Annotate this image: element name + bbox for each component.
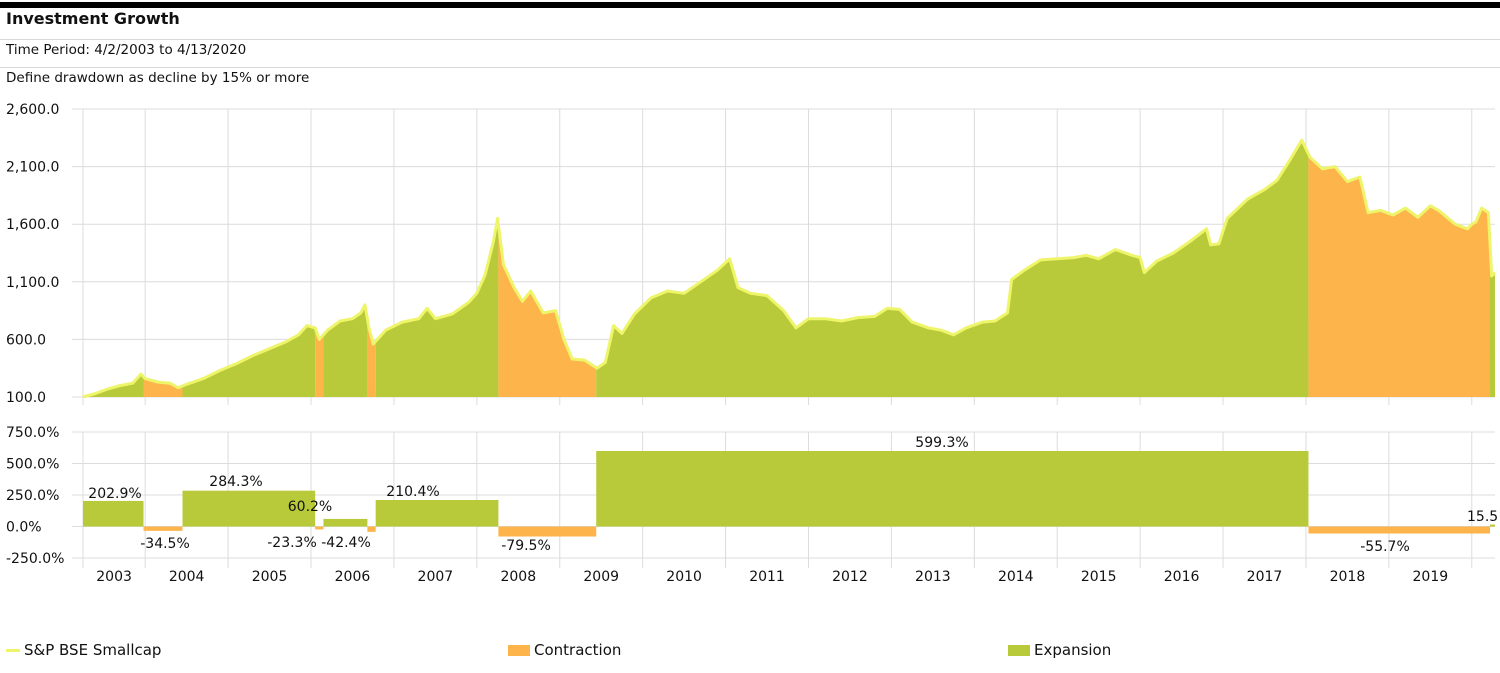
contraction-bar — [315, 526, 324, 530]
y-tick-label: 600.0 — [6, 332, 46, 348]
bar-value-label: 210.4% — [386, 484, 439, 500]
x-tick-label: 2019 — [1413, 569, 1449, 585]
top-rule — [0, 2, 1500, 8]
bar-value-label: -79.5% — [501, 538, 551, 554]
y-tick-label: 0.0% — [6, 520, 42, 536]
contraction-bar — [498, 526, 597, 537]
x-tick-label: 2010 — [666, 569, 702, 585]
expansion-bar — [1490, 524, 1495, 527]
bar-value-label: 284.3% — [209, 474, 262, 490]
expansion-area — [1490, 244, 1495, 397]
legend-label: Contraction — [534, 641, 622, 659]
y-tick-label: 1,100.0 — [6, 275, 59, 291]
legend-item-expansion: Expansion — [1008, 641, 1111, 659]
bar-value-label: 599.3% — [915, 435, 968, 451]
legend-expansion-swatch — [1008, 644, 1030, 656]
investment-growth-chart: 100.0 600.0 1,100.0 1,600.0 2,100.0 2,600.0 2… — [6, 102, 1498, 585]
time-period: Time Period: 4/2/2003 to 4/13/2020 — [6, 42, 247, 58]
legend-line-swatch — [6, 648, 20, 652]
x-tick-label: 2016 — [1164, 569, 1200, 585]
expansion-bar — [323, 518, 368, 527]
y-tick-label: 500.0% — [6, 457, 59, 473]
top-y-axis: 100.0 600.0 1,100.0 1,600.0 2,100.0 2,600.0 — [6, 102, 59, 406]
x-tick-label: 2018 — [1330, 569, 1366, 585]
bar-value-label: 60.2% — [288, 499, 332, 515]
x-tick-label: 2006 — [335, 569, 371, 585]
contraction-area — [498, 225, 597, 397]
contraction-area — [315, 327, 324, 397]
contraction-bar — [367, 526, 376, 532]
y-tick-label: -250.0% — [6, 551, 64, 567]
expansion-bar — [375, 499, 499, 527]
top-area — [82, 138, 1497, 399]
legend-item-series: S&P BSE Smallcap — [6, 641, 161, 659]
expansion-bar — [596, 450, 1309, 527]
legend-contraction-swatch — [508, 644, 530, 656]
contraction-area — [1308, 153, 1491, 397]
x-tick-label: 2007 — [418, 569, 454, 585]
x-tick-label: 2014 — [998, 569, 1034, 585]
bottom-y-axis: -250.0% 0.0% 250.0% 500.0% 750.0% — [6, 425, 64, 567]
x-tick-label: 2013 — [915, 569, 951, 585]
x-tick-label: 2017 — [1247, 569, 1283, 585]
x-tick-label: 2015 — [1081, 569, 1117, 585]
contraction-bar — [143, 526, 183, 531]
x-tick-label: 2008 — [500, 569, 536, 585]
bar-value-label: 15.5 — [1467, 509, 1498, 525]
bottom-bars: 202.9% -34.5% 284.3% -23.3% 60.2% -42.4% 210.4… — [83, 435, 1498, 555]
x-tick-label: 2005 — [252, 569, 288, 585]
x-tick-label: 2003 — [96, 569, 132, 585]
x-tick-label: 2012 — [832, 569, 868, 585]
bar-value-label: -55.7% — [1360, 539, 1410, 555]
expansion-area — [83, 374, 144, 397]
y-tick-label: 750.0% — [6, 425, 59, 441]
series-line — [82, 138, 1497, 399]
divider — [0, 39, 1500, 40]
y-tick-label: 100.0 — [6, 390, 46, 406]
drawdown-definition: Define drawdown as decline by 15% or mor… — [6, 70, 310, 86]
bar-value-label: -23.3% — [267, 535, 317, 551]
legend-label: Expansion — [1034, 641, 1112, 659]
page-title: Investment Growth — [6, 9, 180, 28]
legend-label: S&P BSE Smallcap — [24, 641, 162, 659]
y-tick-label: 2,600.0 — [6, 102, 59, 118]
y-tick-label: 1,600.0 — [6, 217, 59, 233]
divider — [0, 67, 1500, 68]
expansion-bar — [83, 500, 144, 527]
contraction-bar — [1308, 526, 1491, 534]
y-tick-label: 2,100.0 — [6, 160, 59, 176]
contraction-area — [367, 318, 376, 397]
expansion-area — [596, 140, 1309, 397]
legend-item-contraction: Contraction — [508, 641, 621, 659]
bar-value-label: 202.9% — [88, 486, 141, 502]
expansion-area — [375, 218, 499, 397]
x-tick-label: 2009 — [583, 569, 619, 585]
bar-value-label: -34.5% — [140, 536, 190, 552]
x-tick-label: 2004 — [169, 569, 205, 585]
expansion-area — [323, 304, 368, 397]
expansion-bar — [182, 490, 316, 527]
y-tick-label: 250.0% — [6, 488, 59, 504]
x-tick-label: 2011 — [749, 569, 785, 585]
x-axis: 2003 2004 2005 2006 2007 2008 2009 2010 2011 2012… — [96, 569, 1448, 585]
bar-value-label: -42.4% — [321, 535, 371, 551]
